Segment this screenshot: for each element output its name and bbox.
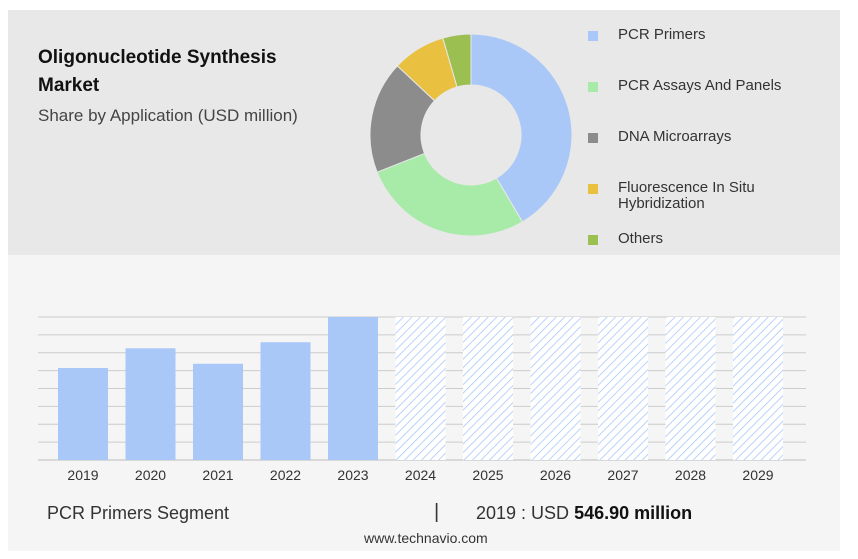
x-tick-label: 2029 — [742, 467, 773, 483]
segment-label: PCR Primers Segment — [47, 503, 230, 523]
source-link[interactable]: www.technavio.com — [364, 530, 488, 546]
legend-label: Fluorescence In Situ Hybridization — [618, 179, 755, 212]
bar-forecast-2026 — [530, 317, 581, 460]
bar-forecast-2024 — [395, 317, 446, 460]
slice-pcr-assays — [376, 152, 524, 237]
legend-swatch — [588, 235, 598, 245]
bar-2021 — [193, 363, 243, 460]
legend-swatch — [588, 31, 598, 41]
slice-pcr-primers — [470, 33, 573, 223]
value-line: 2019 : USD 546.90 million — [476, 503, 692, 524]
x-tick-label: 2025 — [472, 467, 503, 483]
x-tick-label: 2023 — [337, 467, 368, 483]
x-tick-label: 2026 — [540, 467, 571, 483]
legend-label: Others — [618, 230, 664, 247]
legend-swatch — [588, 184, 598, 194]
x-tick-label: 2019 — [67, 467, 98, 483]
bar-forecast-2028 — [665, 317, 716, 460]
slice-others — [442, 33, 472, 88]
bar-2020 — [125, 348, 176, 460]
value-highlight: 546.90 million — [574, 503, 693, 523]
chart-subtitle: Share by Application (USD million) — [38, 106, 298, 125]
bar-forecast-2029 — [733, 317, 783, 460]
x-tick-label: 2020 — [135, 467, 166, 483]
legend-swatch — [588, 133, 598, 143]
legend-swatch — [588, 82, 598, 92]
legend-label: PCR Primers — [618, 26, 706, 43]
x-tick-label: 2027 — [607, 467, 638, 483]
bar-2019 — [58, 367, 108, 460]
bar-forecast-2025 — [463, 317, 513, 460]
legend-label: PCR Assays And Panels — [618, 77, 782, 94]
value-prefix: 2019 : USD — [476, 503, 570, 523]
divider: | — [434, 501, 440, 523]
x-tick-label: 2028 — [675, 467, 706, 483]
bar-2023 — [328, 317, 378, 460]
donut-chart — [369, 33, 573, 237]
x-tick-label: 2022 — [270, 467, 301, 483]
chart-title: Oligonucleotide Synthesis Market — [38, 47, 277, 96]
legend-label: DNA Microarrays — [618, 128, 732, 145]
bar-chart: 2019 2020 2021 2022 2023 2024 2025 2026 2027 2028… — [38, 316, 806, 483]
bar-forecast-2027 — [598, 317, 648, 460]
bar-2022 — [260, 342, 311, 460]
x-tick-label: 2024 — [405, 467, 436, 483]
x-tick-label: 2021 — [202, 467, 233, 483]
